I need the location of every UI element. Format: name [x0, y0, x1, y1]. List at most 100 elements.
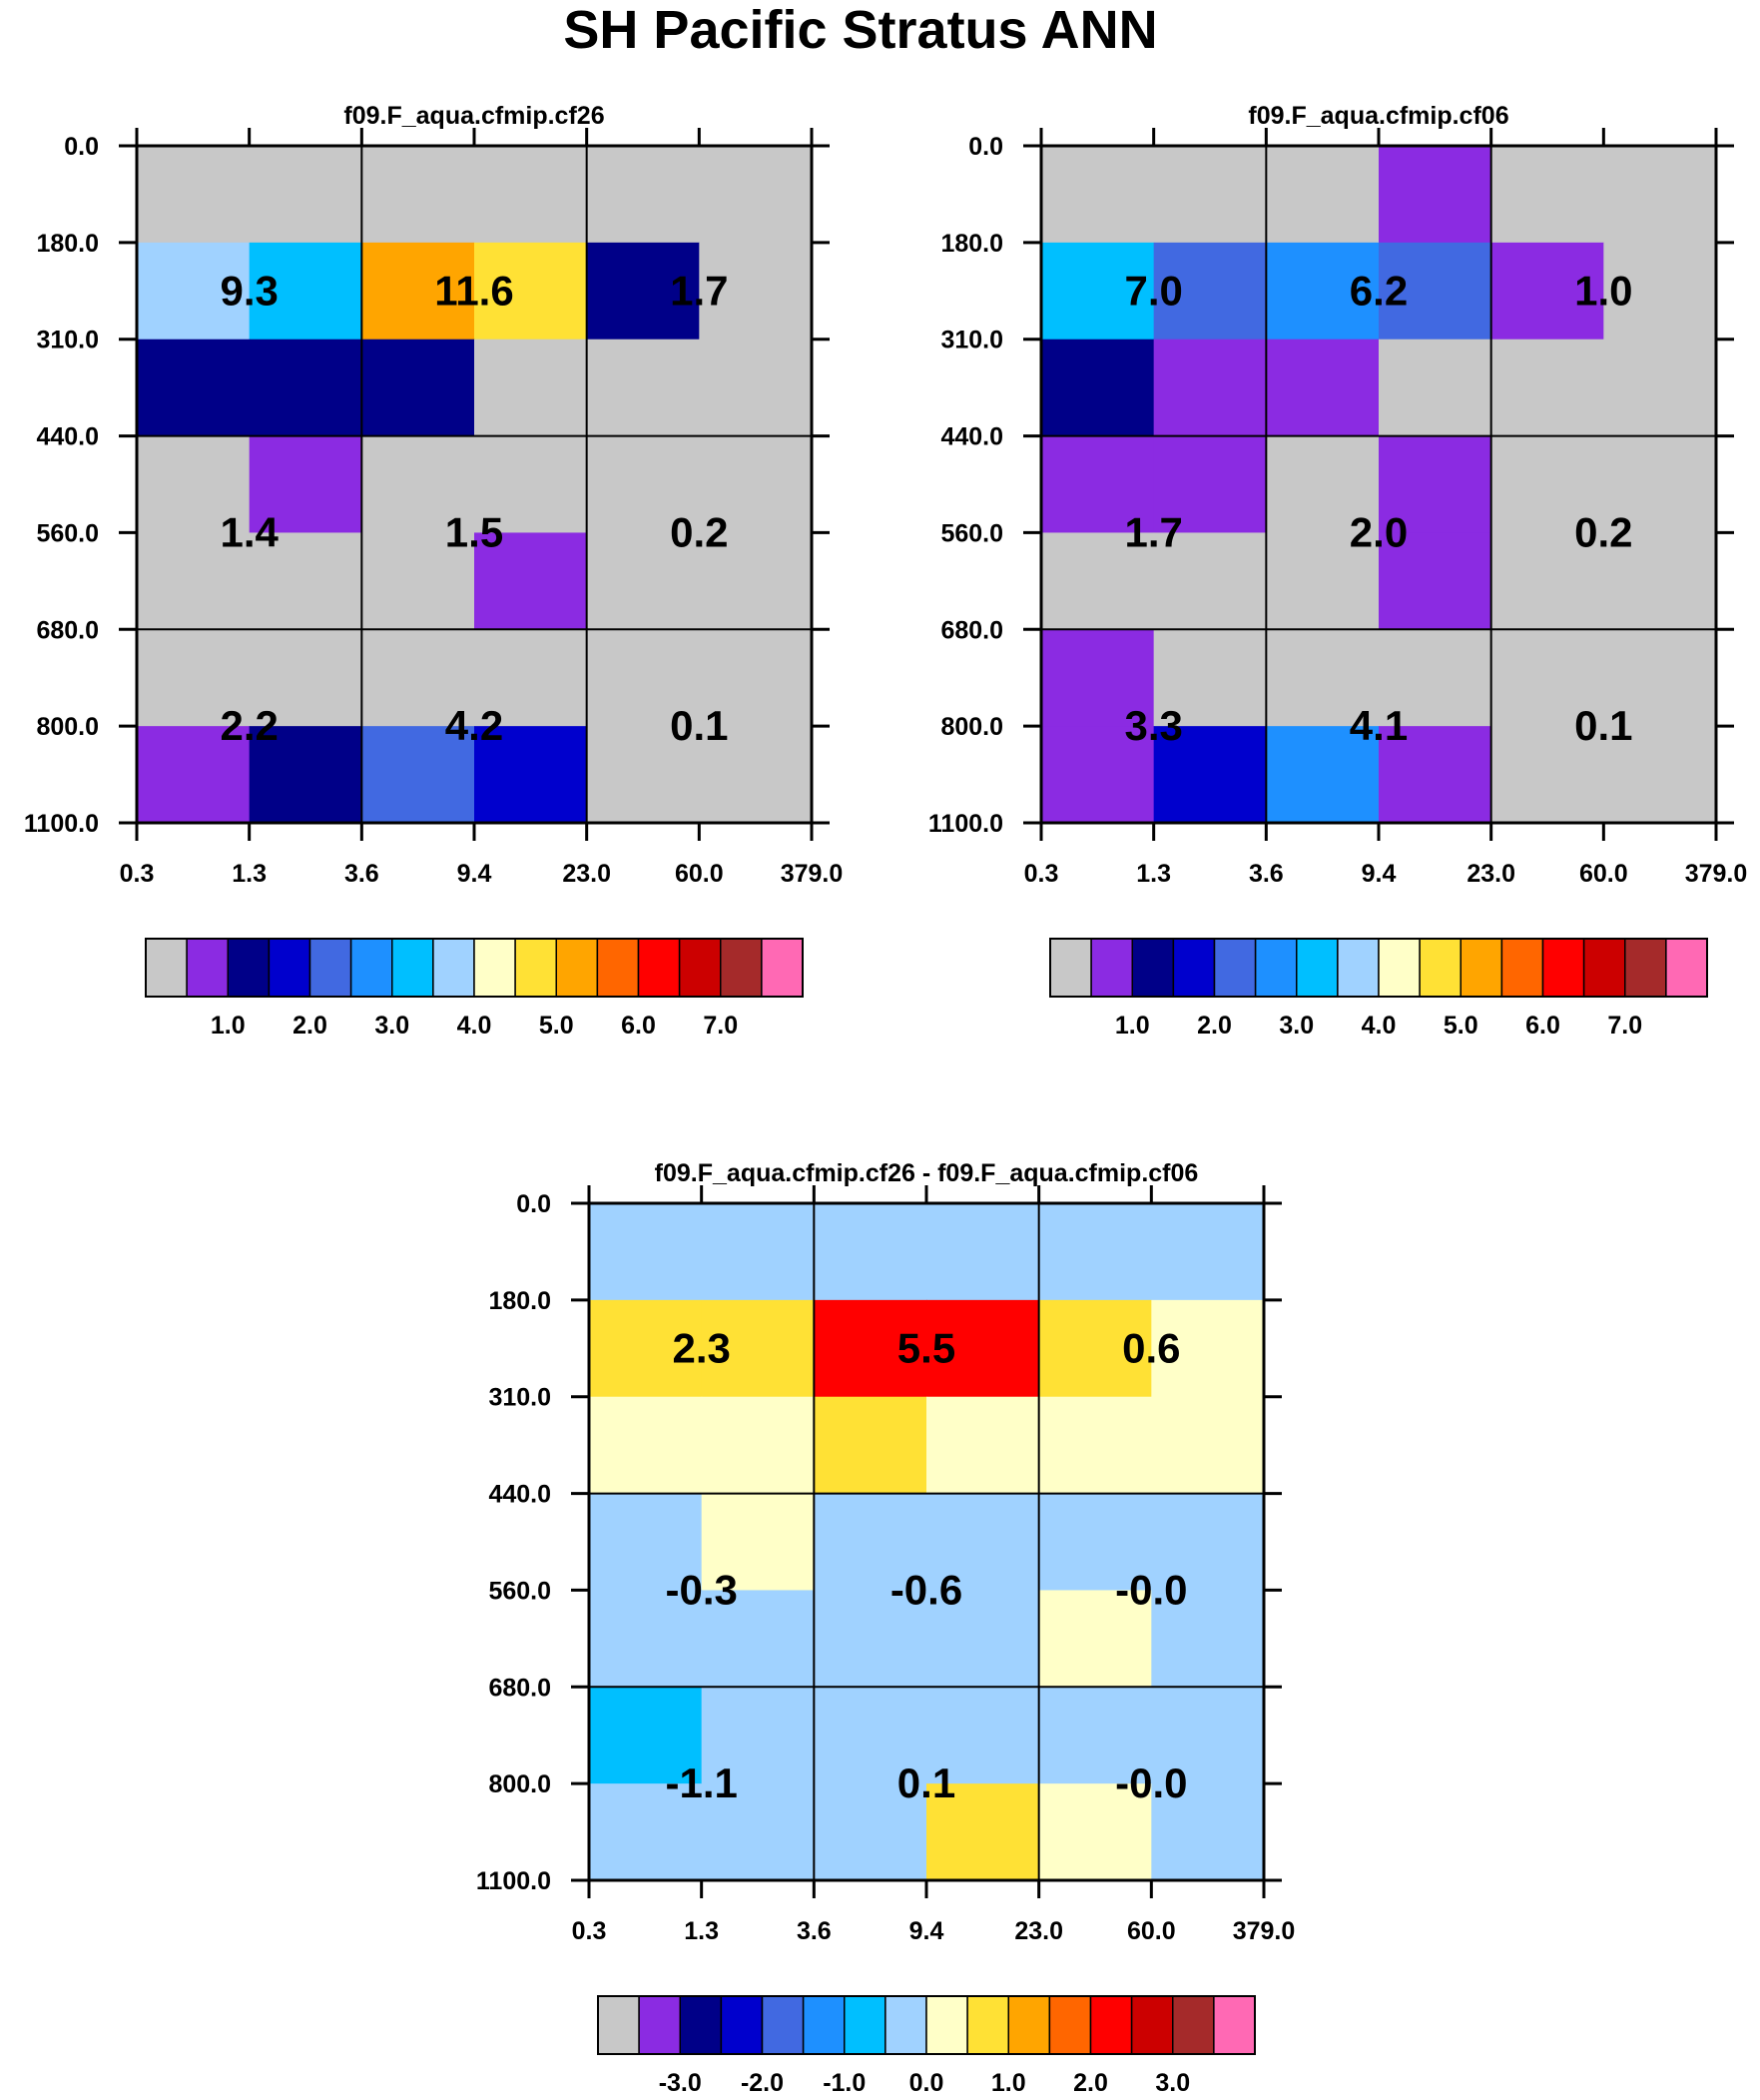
heatmap-cell [1379, 146, 1491, 243]
colorbar-swatch [1461, 939, 1501, 997]
box-value-label: 9.3 [220, 267, 278, 314]
heatmap-cell [587, 340, 700, 436]
heatmap-cell [589, 1397, 702, 1494]
box-value-label: 0.1 [1574, 702, 1632, 749]
heatmap-cell [137, 340, 250, 436]
y-tick-label: 560.0 [488, 1577, 551, 1605]
colorbar-swatch [228, 939, 269, 997]
y-tick-label: 310.0 [488, 1384, 551, 1412]
y-tick-label: 1100.0 [24, 810, 99, 838]
colorbar-swatch [721, 1996, 762, 2054]
x-tick-label: 379.0 [781, 860, 844, 888]
y-tick-label: 180.0 [36, 230, 99, 258]
colorbar-swatch [1173, 939, 1214, 997]
colorbar-swatch [680, 1996, 721, 2054]
y-tick-label: 440.0 [36, 423, 99, 451]
heatmap-cell [699, 146, 812, 243]
box-value-label: 1.5 [445, 508, 503, 555]
colorbar-swatch [721, 939, 762, 997]
colorbar-swatch [762, 939, 803, 997]
heatmap-cell [1266, 340, 1379, 436]
heatmap-cell [926, 1397, 1039, 1494]
y-tick-label: 440.0 [940, 423, 1003, 451]
x-tick-label: 23.0 [1014, 1917, 1063, 1945]
heatmap-cell [361, 340, 474, 436]
figure-title: SH Pacific Stratus ANN [563, 0, 1157, 60]
heatmap-cell [587, 146, 700, 243]
y-tick-label: 680.0 [488, 1674, 551, 1702]
colorbar-label: 7.0 [703, 1012, 738, 1040]
box-value-label: 1.0 [1574, 267, 1632, 314]
box-value-label: 4.2 [445, 702, 503, 749]
colorbar-label: 1.0 [211, 1012, 246, 1040]
colorbar-swatch [1091, 1996, 1132, 2054]
colorbar-swatch [1215, 939, 1256, 997]
x-tick-label: 3.6 [344, 860, 379, 888]
panel-title: f09.F_aqua.cfmip.cf26 [343, 102, 604, 130]
heatmap-cell [1491, 146, 1604, 243]
x-tick-label: 9.4 [909, 1917, 944, 1945]
y-tick-label: 1100.0 [928, 810, 1003, 838]
colorbar-swatch [1666, 939, 1707, 997]
panels: f09.F_aqua.cfmip.cf26 9.3 11.6 1.7 1.4 1.5 0.2… [24, 102, 1747, 2097]
y-tick-label: 1100.0 [476, 1867, 551, 1895]
box-value-label: 2.2 [220, 702, 278, 749]
heatmap-cell [1379, 340, 1491, 436]
colorbar-label: 0.0 [909, 2069, 944, 2097]
x-tick-label: 60.0 [1579, 860, 1628, 888]
box-value-label: -0.6 [890, 1566, 962, 1613]
box-value-label: -0.0 [1115, 1759, 1187, 1806]
colorbar-swatch [1132, 939, 1173, 997]
colorbar-swatch [1132, 1996, 1173, 2054]
colorbar-label: 5.0 [1444, 1012, 1478, 1040]
colorbar-swatch [1091, 939, 1132, 997]
colorbar-label: 6.0 [1525, 1012, 1560, 1040]
colorbar-swatch [885, 1996, 926, 2054]
y-tick-label: 800.0 [36, 713, 99, 741]
heatmap-cell [1154, 340, 1267, 436]
colorbar-swatch [146, 939, 187, 997]
colorbar-label: 3.0 [1155, 2069, 1190, 2097]
colorbar-swatch [639, 939, 680, 997]
x-tick-label: 9.4 [457, 860, 492, 888]
heatmap-cell [814, 1203, 926, 1300]
y-tick-label: 0.0 [64, 133, 99, 161]
colorbar-swatch [680, 939, 721, 997]
box-value-label: 6.2 [1350, 267, 1408, 314]
x-tick-label: 60.0 [1127, 1917, 1176, 1945]
heatmap-cell [1039, 1203, 1152, 1300]
heatmap-cell [699, 340, 812, 436]
colorbar-label: -1.0 [823, 2069, 866, 2097]
colorbar-swatch [1008, 1996, 1049, 2054]
y-tick-label: 800.0 [488, 1770, 551, 1798]
colorbar-swatch [1173, 1996, 1214, 2054]
colorbar-swatch [556, 939, 597, 997]
box-value-label: 1.4 [220, 508, 279, 555]
heatmap-cell [1491, 340, 1604, 436]
y-tick-label: 680.0 [36, 616, 99, 644]
y-tick-label: 310.0 [36, 327, 99, 354]
colorbar-label: 4.0 [457, 1012, 492, 1040]
y-tick-label: 0.0 [516, 1190, 551, 1218]
colorbar-swatch [1050, 939, 1091, 997]
heatmap-cell [702, 1397, 815, 1494]
colorbar-swatch [1420, 939, 1461, 997]
y-tick-label: 180.0 [940, 230, 1003, 258]
y-tick-label: 560.0 [36, 519, 99, 547]
box-value-label: 0.6 [1122, 1324, 1180, 1371]
colorbar-label: -3.0 [659, 2069, 702, 2097]
colorbar-swatch [1297, 939, 1338, 997]
heatmap-cell [1603, 340, 1716, 436]
y-tick-label: 440.0 [488, 1481, 551, 1509]
colorbar-label: 7.0 [1607, 1012, 1642, 1040]
box-value-label: -0.3 [665, 1566, 737, 1613]
colorbar-label: 3.0 [374, 1012, 409, 1040]
colorbar-label: -2.0 [741, 2069, 784, 2097]
heatmap-cell [250, 146, 362, 243]
box-value-label: -0.0 [1115, 1566, 1187, 1613]
x-tick-label: 1.3 [1136, 860, 1171, 888]
heatmap-cell [1154, 146, 1267, 243]
box-value-label: 0.2 [1574, 508, 1632, 555]
heatmap-cell [474, 340, 587, 436]
colorbar-label: 6.0 [621, 1012, 656, 1040]
